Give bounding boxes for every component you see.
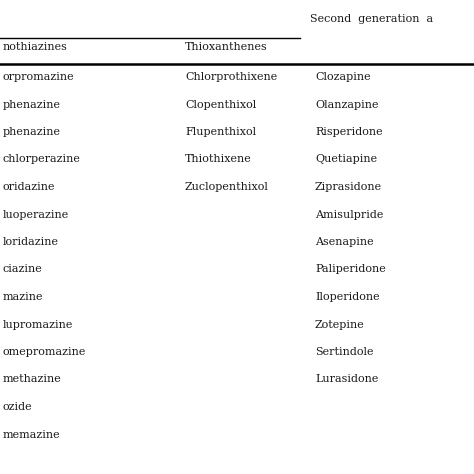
Text: Clozapine: Clozapine [315, 72, 371, 82]
Text: Ziprasidone: Ziprasidone [315, 182, 382, 192]
Text: Risperidone: Risperidone [315, 127, 383, 137]
Text: Thiothixene: Thiothixene [185, 155, 252, 164]
Text: lupromazine: lupromazine [3, 319, 73, 329]
Text: Thioxanthenes: Thioxanthenes [185, 42, 268, 52]
Text: phenazine: phenazine [3, 100, 61, 109]
Text: Zotepine: Zotepine [315, 319, 365, 329]
Text: orpromazine: orpromazine [3, 72, 74, 82]
Text: ozide: ozide [3, 402, 33, 412]
Text: Lurasidone: Lurasidone [315, 374, 378, 384]
Text: ciazine: ciazine [3, 264, 43, 274]
Text: nothiazines: nothiazines [3, 42, 68, 52]
Text: luoperazine: luoperazine [3, 210, 69, 219]
Text: Flupenthixol: Flupenthixol [185, 127, 256, 137]
Text: Olanzapine: Olanzapine [315, 100, 379, 109]
Text: Paliperidone: Paliperidone [315, 264, 386, 274]
Text: Quetiapine: Quetiapine [315, 155, 377, 164]
Text: phenazine: phenazine [3, 127, 61, 137]
Text: Second  generation  a: Second generation a [310, 14, 433, 24]
Text: Amisulpride: Amisulpride [315, 210, 383, 219]
Text: Zuclopenthixol: Zuclopenthixol [185, 182, 269, 192]
Text: omepromazine: omepromazine [3, 347, 86, 357]
Text: Chlorprothixene: Chlorprothixene [185, 72, 277, 82]
Text: loridazine: loridazine [3, 237, 59, 247]
Text: Sertindole: Sertindole [315, 347, 374, 357]
Text: Asenapine: Asenapine [315, 237, 374, 247]
Text: methazine: methazine [3, 374, 62, 384]
Text: oridazine: oridazine [3, 182, 55, 192]
Text: memazine: memazine [3, 429, 61, 439]
Text: Iloperidone: Iloperidone [315, 292, 380, 302]
Text: mazine: mazine [3, 292, 44, 302]
Text: chlorperazine: chlorperazine [3, 155, 81, 164]
Text: Clopenthixol: Clopenthixol [185, 100, 256, 109]
